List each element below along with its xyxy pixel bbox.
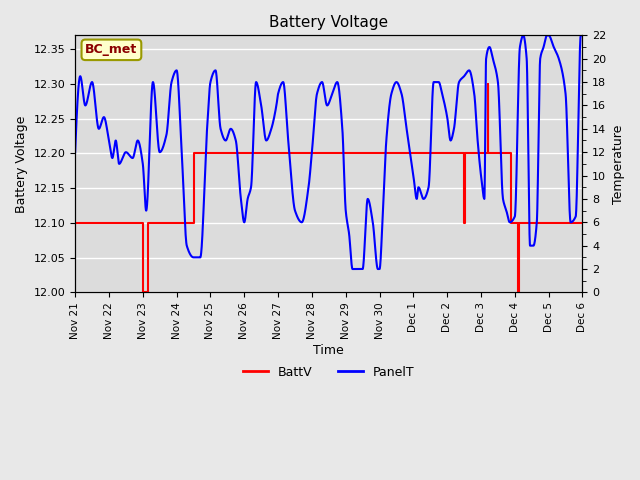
Y-axis label: Battery Voltage: Battery Voltage [15,115,28,213]
Legend: BattV, PanelT: BattV, PanelT [238,361,419,384]
X-axis label: Time: Time [314,345,344,358]
Text: BC_met: BC_met [85,43,138,56]
Y-axis label: Temperature: Temperature [612,124,625,204]
Title: Battery Voltage: Battery Voltage [269,15,388,30]
